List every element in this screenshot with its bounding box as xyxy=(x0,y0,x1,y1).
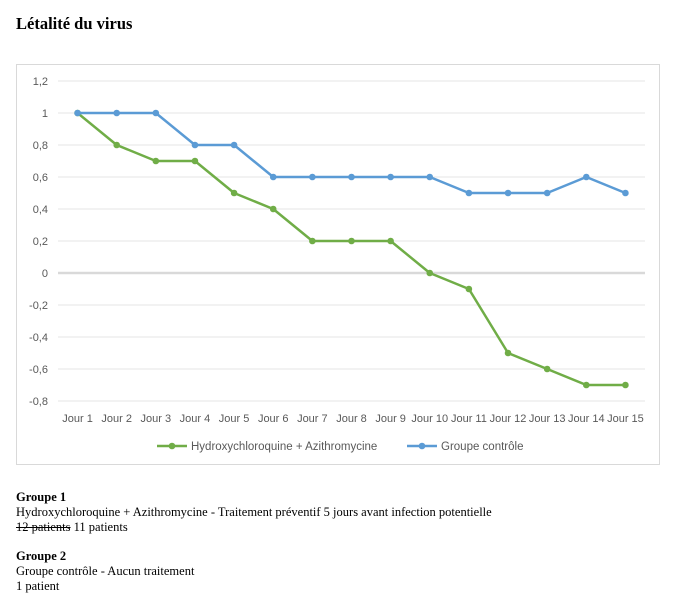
x-tick-label: Jour 12 xyxy=(490,413,527,425)
series-1-point xyxy=(387,237,394,245)
series-1-point xyxy=(583,381,590,389)
series-2-point xyxy=(583,173,590,181)
y-tick-label: 0,8 xyxy=(33,140,48,152)
series-1-point xyxy=(504,349,512,357)
series-1-point xyxy=(191,157,199,165)
group-1-notes: Groupe 1 Hydroxychloroquine + Azithromyc… xyxy=(16,490,492,535)
group-2-heading: Groupe 2 xyxy=(16,549,67,563)
series-2-point xyxy=(230,141,238,149)
y-tick-label: -0,8 xyxy=(29,396,48,408)
series-2-point xyxy=(348,173,355,181)
y-tick-label: -0,2 xyxy=(29,300,48,312)
y-tick-label: 1 xyxy=(42,108,48,120)
series-1-point xyxy=(426,269,434,277)
y-tick-label: -0,6 xyxy=(29,364,48,376)
y-tick-label: 0 xyxy=(42,268,48,280)
x-tick-label: Jour 3 xyxy=(141,413,172,425)
legend-label-1: Hydroxychloroquine + Azithromycine xyxy=(191,441,377,453)
series-2-point xyxy=(74,109,81,117)
y-tick-label: 0,2 xyxy=(33,236,48,248)
x-tick-label: Jour 2 xyxy=(101,413,132,425)
x-tick-label: Jour 6 xyxy=(258,413,289,425)
series-2-point xyxy=(387,173,394,181)
legend-marker-1 xyxy=(168,442,176,450)
series-2-point xyxy=(309,173,316,181)
series-1-point xyxy=(465,285,473,293)
series-1-point xyxy=(269,205,277,213)
x-tick-label: Jour 10 xyxy=(411,413,448,425)
x-tick-label: Jour 4 xyxy=(180,413,211,425)
series-1-point xyxy=(348,237,355,245)
series-1-point xyxy=(622,381,629,389)
series-1-point xyxy=(113,141,120,149)
x-tick-label: Jour 11 xyxy=(451,413,487,425)
x-tick-label: Jour 8 xyxy=(336,413,367,425)
group-2-description: Groupe contrôle - Aucun traitement xyxy=(16,564,195,578)
series-2-point xyxy=(269,173,277,181)
series-line-1 xyxy=(76,111,627,387)
series-2-point xyxy=(543,189,551,197)
legend-marker-2 xyxy=(418,442,426,450)
series-2-point xyxy=(465,189,473,197)
group-1-patient-count: 11 patients xyxy=(70,520,128,534)
group-2-notes: Groupe 2 Groupe contrôle - Aucun traitem… xyxy=(16,549,194,594)
y-tick-label: 0,6 xyxy=(33,172,48,184)
legend-label-2: Groupe contrôle xyxy=(441,441,523,453)
chart-frame: 1,2 1 0,8 0,6 0,4 0,2 0 -0,2 -0,4 -0,6 -0,8 Jour 1 J… xyxy=(16,64,660,465)
y-tick-label: 0,4 xyxy=(33,204,48,216)
x-tick-label: Jour 5 xyxy=(219,413,250,425)
x-tick-label: Jour 1 xyxy=(62,413,93,425)
series-2-point xyxy=(152,109,160,117)
series-2-point xyxy=(113,109,120,117)
series-2-point xyxy=(504,189,512,197)
line-chart: 1,2 1 0,8 0,6 0,4 0,2 0 -0,2 -0,4 -0,6 -0,8 Jour 1 J… xyxy=(29,76,645,453)
series-1-point xyxy=(309,237,316,245)
series-1-point xyxy=(543,365,551,373)
group-2-patient-count: 1 patient xyxy=(16,579,60,593)
series-2-point xyxy=(191,141,199,149)
group-1-description: Hydroxychloroquine + Azithromycine - Tra… xyxy=(16,505,492,519)
series-line-2 xyxy=(76,111,627,195)
x-tick-label: Jour 9 xyxy=(375,413,406,425)
series-1-point xyxy=(152,157,160,165)
group-1-heading: Groupe 1 xyxy=(16,490,67,504)
series-1-point xyxy=(230,189,238,197)
y-tick-label: 1,2 xyxy=(33,76,48,88)
x-tick-label: Jour 14 xyxy=(568,413,605,425)
series-2-point xyxy=(622,189,629,197)
page-title: Létalité du virus xyxy=(16,14,133,33)
x-tick-label: Jour 7 xyxy=(297,413,328,425)
y-tick-label: -0,4 xyxy=(29,332,48,344)
x-tick-label: Jour 15 xyxy=(607,413,644,425)
group-1-struck-count: 12 patients xyxy=(16,520,71,534)
group-1-patients-line: 12 patients 11 patients xyxy=(16,520,492,535)
x-tick-label: Jour 13 xyxy=(529,413,566,425)
series-2-point xyxy=(426,173,434,181)
